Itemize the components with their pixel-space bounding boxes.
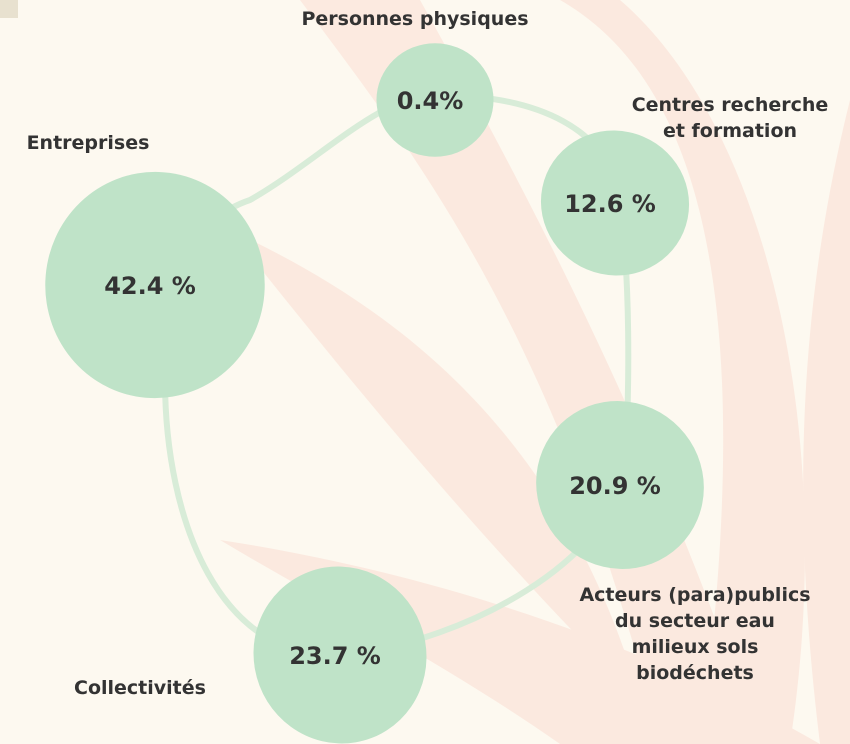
value-label: 42.4 % xyxy=(104,272,196,300)
category-label: Centres recherche et formation xyxy=(610,92,850,144)
value-label: 12.6 % xyxy=(564,190,656,218)
category-label: Acteurs (para)publics du secteur eau mil… xyxy=(545,582,845,686)
category-label: Collectivités xyxy=(40,675,240,701)
category-label: Entreprises xyxy=(0,130,176,156)
page: 0.4%12.6 %20.9 %23.7 %42.4 % (() => { co… xyxy=(0,0,850,744)
category-label: Personnes physiques xyxy=(250,6,580,32)
value-label: 0.4% xyxy=(397,87,464,115)
corner-icon xyxy=(0,0,18,18)
value-label: 20.9 % xyxy=(569,472,661,500)
value-label: 23.7 % xyxy=(289,642,381,670)
